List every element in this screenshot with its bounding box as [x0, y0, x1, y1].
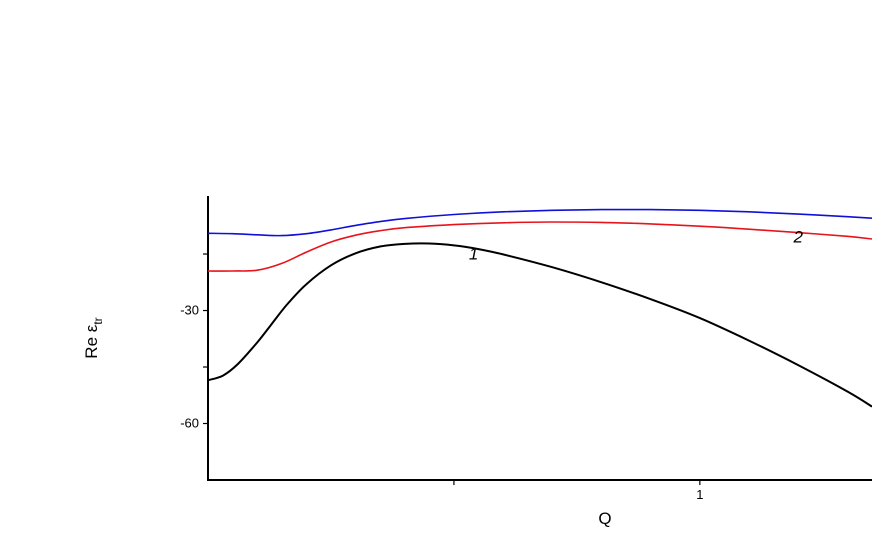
series-line-1	[207, 242, 872, 408]
series-line-2	[207, 221, 872, 272]
y-tick-label: -60	[180, 416, 199, 431]
x-axis-title: Q	[598, 509, 611, 528]
curve-label: 1	[469, 245, 478, 264]
curves: 12	[207, 208, 872, 408]
series-line-3	[207, 208, 872, 237]
y-tick-label: -30	[180, 303, 199, 318]
axes	[207, 196, 872, 481]
x-tick-label: 1	[696, 487, 703, 502]
ticks: -30 -60 1	[180, 253, 703, 502]
y-axis-title: Re εtr	[82, 317, 105, 358]
curve-label: 2	[792, 228, 803, 247]
